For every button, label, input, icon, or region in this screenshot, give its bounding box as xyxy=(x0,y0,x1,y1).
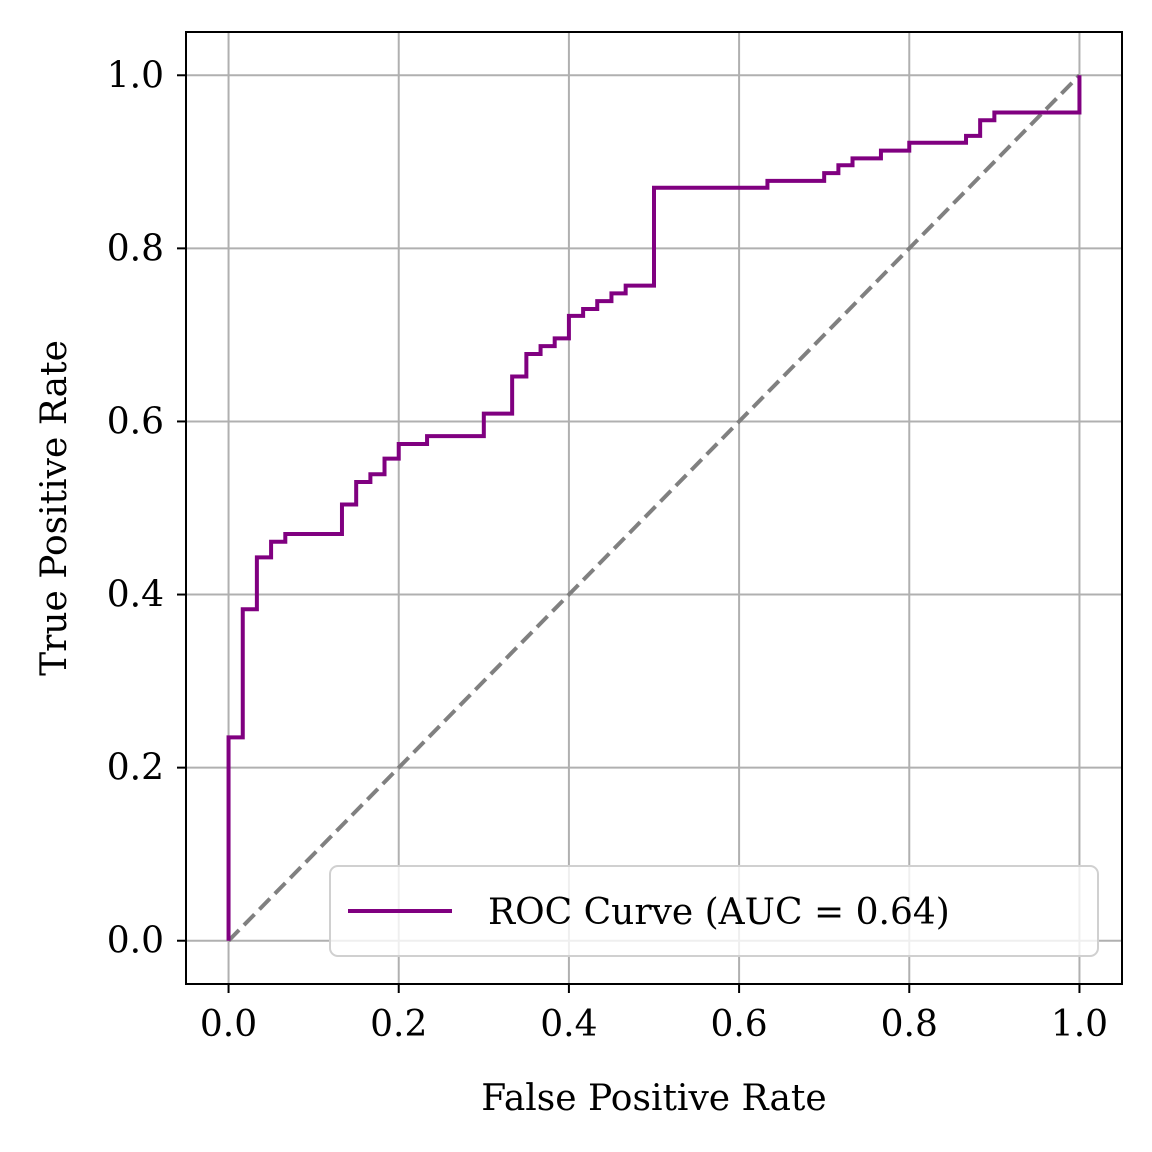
y-tick-label-1: 0.2 xyxy=(107,748,164,789)
y-tick-label-2: 0.4 xyxy=(107,575,164,616)
y-tick-label-0: 0.0 xyxy=(107,921,164,962)
legend-label-roc: ROC Curve (AUC = 0.64) xyxy=(488,892,950,933)
x-tick-label-1: 0.2 xyxy=(370,1004,427,1045)
x-tick-label-0: 0.0 xyxy=(200,1004,257,1045)
y-tick-label-4: 0.8 xyxy=(107,228,164,269)
y-tick-label-3: 0.6 xyxy=(107,401,164,442)
roc-curve-line xyxy=(226,75,1082,941)
y-axis-label: True Positive Rate xyxy=(34,340,75,676)
series-layer xyxy=(226,73,1082,943)
y-tick-label-5: 1.0 xyxy=(107,55,164,96)
chance-diagonal-line xyxy=(227,73,1081,943)
legend: ROC Curve (AUC = 0.64) xyxy=(329,865,1099,957)
x-tick-label-3: 0.6 xyxy=(710,1004,767,1045)
plot-frame xyxy=(185,31,1123,985)
x-axis-label: False Positive Rate xyxy=(481,1078,826,1119)
x-tick-label-5: 1.0 xyxy=(1051,1004,1108,1045)
x-axis-ticks: 0.0 0.2 0.4 0.6 0.8 1.0 xyxy=(200,984,1108,1045)
x-tick-label-4: 0.8 xyxy=(881,1004,938,1045)
legend-box xyxy=(329,865,1099,957)
grid xyxy=(186,32,1122,984)
y-axis-ticks: 0.0 0.2 0.4 0.6 0.8 1.0 xyxy=(107,55,186,962)
x-tick-label-2: 0.4 xyxy=(540,1004,597,1045)
